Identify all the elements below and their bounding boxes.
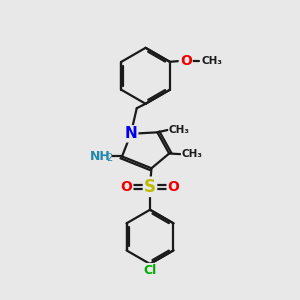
Text: N: N xyxy=(124,126,137,141)
Text: CH₃: CH₃ xyxy=(169,125,190,135)
Text: CH₃: CH₃ xyxy=(182,149,203,159)
Text: 2: 2 xyxy=(106,154,113,164)
Text: NH: NH xyxy=(90,150,110,163)
Text: O: O xyxy=(168,180,179,194)
Text: Cl: Cl xyxy=(143,264,157,277)
Text: S: S xyxy=(144,178,156,196)
Text: O: O xyxy=(180,54,192,68)
Text: CH₃: CH₃ xyxy=(201,56,222,66)
Text: O: O xyxy=(121,180,132,194)
